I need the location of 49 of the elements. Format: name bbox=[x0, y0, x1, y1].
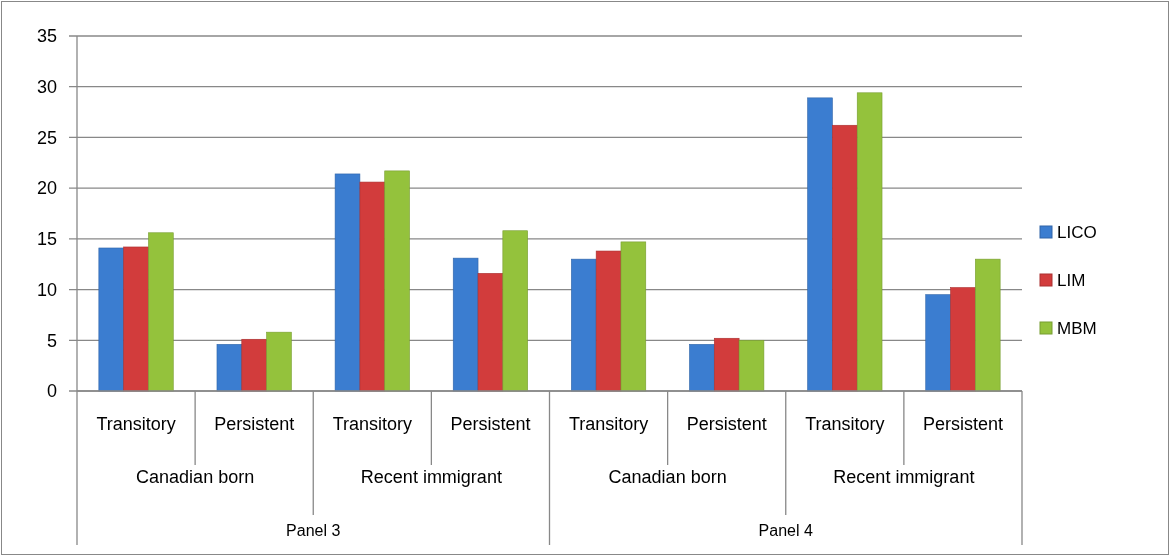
y-tick-label: 0 bbox=[46, 381, 57, 402]
x-tick-label: Transitory bbox=[332, 414, 412, 434]
x-tick-label: Persistent bbox=[214, 414, 295, 434]
bar bbox=[595, 250, 622, 392]
text: Canadian born bbox=[136, 467, 255, 487]
bar bbox=[738, 339, 765, 392]
bar bbox=[148, 232, 174, 392]
x-tick-label: Persistent bbox=[450, 414, 531, 434]
x-tick-label: Persistent bbox=[922, 414, 1003, 434]
bar bbox=[266, 331, 292, 392]
y-tick-label: 25 bbox=[36, 127, 57, 148]
text: Canadian born bbox=[608, 467, 727, 487]
legend-label: MBM bbox=[1057, 319, 1097, 338]
bar bbox=[502, 230, 528, 392]
x-tick-label: Transitory bbox=[96, 414, 176, 434]
bar bbox=[620, 241, 647, 392]
bar bbox=[975, 258, 1001, 392]
x-tick-label: Transitory bbox=[805, 414, 885, 434]
text: Panel 4 bbox=[758, 522, 813, 539]
bar bbox=[950, 287, 976, 392]
bar bbox=[216, 344, 243, 392]
legend-label: LICO bbox=[1057, 223, 1097, 242]
y-tick-label: 15 bbox=[36, 229, 57, 250]
bar bbox=[452, 257, 479, 392]
y-tick-label: 30 bbox=[36, 76, 57, 97]
bar bbox=[477, 273, 504, 392]
bar bbox=[713, 337, 740, 392]
bar bbox=[98, 247, 124, 392]
bar bbox=[571, 258, 597, 392]
bar bbox=[123, 246, 149, 392]
y-tick-label: 10 bbox=[36, 279, 57, 300]
bar bbox=[334, 173, 361, 392]
text: Recent immigrant bbox=[833, 467, 975, 487]
bar bbox=[359, 181, 386, 392]
text: Recent immigrant bbox=[360, 467, 502, 487]
bar bbox=[241, 338, 267, 392]
text: Panel 3 bbox=[286, 522, 341, 539]
bar bbox=[384, 170, 410, 392]
y-tick-label: 35 bbox=[36, 26, 57, 47]
x-tick-label: Transitory bbox=[568, 414, 649, 434]
x-tick-label: Persistent bbox=[686, 414, 767, 434]
y-tick-label: 5 bbox=[46, 330, 57, 351]
legend-label: LIM bbox=[1057, 271, 1086, 290]
bar bbox=[856, 92, 883, 392]
bar bbox=[689, 344, 715, 392]
bar bbox=[807, 97, 833, 392]
bar bbox=[832, 124, 858, 392]
y-tick-label: 20 bbox=[36, 178, 57, 199]
bar bbox=[925, 294, 951, 392]
